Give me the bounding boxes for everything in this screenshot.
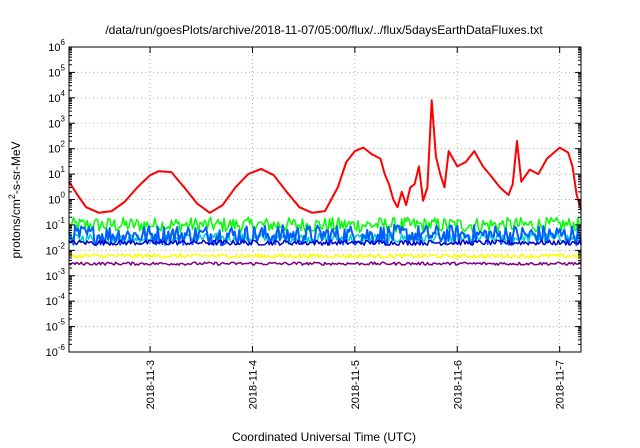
y-axis-title-rest: -s-sr-MeV bbox=[9, 141, 23, 194]
chart-title: /data/run/goesPlots/archive/2018-11-07/0… bbox=[105, 23, 543, 37]
y-tick-label: 10-4 bbox=[46, 292, 66, 308]
x-axis: 2018-11-3 2018-11-4 2018-11-5 2018-11-6 2018… bbox=[145, 47, 567, 409]
series-line-3 bbox=[68, 223, 582, 247]
y-axis-title-sup: 2 bbox=[7, 194, 17, 199]
y-tick-exponent: -2 bbox=[58, 241, 66, 250]
y-tick-exponent: 4 bbox=[61, 89, 66, 98]
y-tick-label: 105 bbox=[48, 63, 65, 79]
y-tick-exponent: -1 bbox=[58, 216, 66, 225]
x-tick-label: 2018-11-4 bbox=[247, 360, 259, 409]
x-tick-label: 2018-11-6 bbox=[452, 360, 464, 409]
y-tick-exponent: 5 bbox=[61, 63, 66, 72]
series-group bbox=[68, 99, 582, 266]
x-axis-title: Coordinated Universal Time (UTC) bbox=[232, 430, 416, 444]
y-tick-base: 10 bbox=[48, 144, 60, 156]
y-tick-label: 104 bbox=[48, 89, 65, 105]
y-tick-base: 10 bbox=[46, 347, 58, 359]
series-line-1 bbox=[68, 216, 582, 234]
y-tick-exponent: 2 bbox=[61, 140, 66, 149]
series-line-6 bbox=[68, 261, 582, 266]
y-tick-label: 10-5 bbox=[46, 318, 66, 334]
grid bbox=[69, 47, 581, 352]
y-tick-base: 10 bbox=[46, 322, 58, 334]
x-tick-label: 2018-11-7 bbox=[555, 360, 567, 409]
y-tick-exponent: -5 bbox=[58, 318, 66, 327]
y-tick-exponent: -6 bbox=[58, 343, 66, 352]
y-tick-label: 10-6 bbox=[46, 343, 66, 359]
y-tick-exponent: 6 bbox=[61, 38, 66, 47]
y-tick-label: 100 bbox=[48, 191, 65, 207]
series-line-5 bbox=[68, 253, 582, 259]
y-tick-label: 102 bbox=[48, 140, 65, 156]
y-tick-base: 10 bbox=[48, 169, 60, 181]
y-tick-base: 10 bbox=[46, 220, 58, 232]
y-tick-base: 10 bbox=[48, 195, 60, 207]
y-axis-title-base: protons/cm bbox=[9, 199, 23, 258]
y-tick-exponent: 1 bbox=[61, 165, 66, 174]
y-tick-label: 10-2 bbox=[46, 241, 66, 257]
y-tick-exponent: -4 bbox=[58, 292, 66, 301]
y-tick-base: 10 bbox=[48, 67, 60, 79]
x-tick-label: 2018-11-5 bbox=[350, 360, 362, 409]
series-line-0 bbox=[68, 99, 582, 214]
series-line-4 bbox=[68, 239, 582, 246]
y-axis: 10-610-510-410-310-210-11001011021031041… bbox=[46, 38, 581, 359]
y-tick-base: 10 bbox=[48, 93, 60, 105]
y-tick-base: 10 bbox=[46, 271, 58, 283]
y-tick-exponent: -3 bbox=[58, 267, 66, 276]
y-tick-base: 10 bbox=[48, 118, 60, 130]
y-tick-base: 10 bbox=[48, 42, 60, 54]
x-tick-label: 2018-11-3 bbox=[145, 360, 157, 409]
y-tick-label: 101 bbox=[48, 165, 65, 181]
y-axis-title: protons/cm2-s-sr-MeV bbox=[7, 141, 23, 258]
y-tick-label: 10-3 bbox=[46, 267, 66, 283]
y-tick-label: 10-1 bbox=[46, 216, 66, 232]
y-tick-label: 106 bbox=[48, 38, 65, 54]
y-tick-exponent: 0 bbox=[61, 191, 66, 200]
y-tick-exponent: 3 bbox=[61, 114, 66, 123]
y-tick-base: 10 bbox=[46, 245, 58, 257]
y-tick-base: 10 bbox=[46, 296, 58, 308]
y-tick-label: 103 bbox=[48, 114, 65, 130]
